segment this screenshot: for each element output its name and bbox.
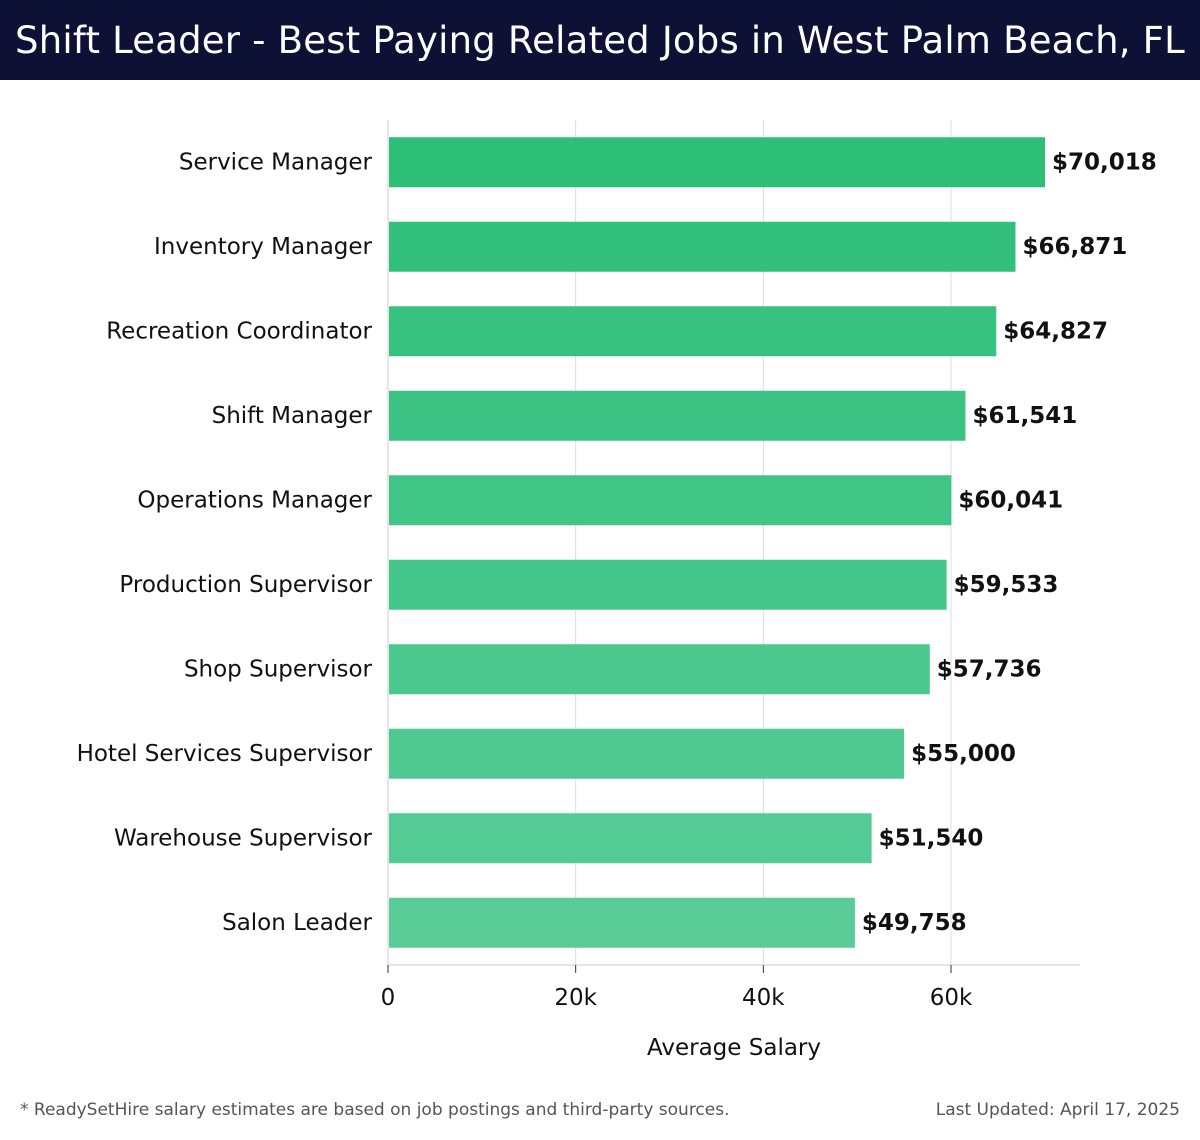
data-label: $55,000 (911, 741, 1016, 767)
category-label: Shop Supervisor (184, 656, 373, 682)
data-label: $49,758 (862, 910, 967, 936)
category-label: Hotel Services Supervisor (77, 741, 373, 767)
data-label: $57,736 (937, 656, 1042, 682)
category-label: Operations Manager (137, 487, 372, 513)
x-tick-label: 60k (930, 985, 973, 1011)
data-label: $51,540 (879, 825, 984, 851)
category-label: Shift Manager (212, 403, 373, 429)
category-label: Service Manager (179, 149, 373, 175)
bar (389, 390, 966, 441)
category-label: Recreation Coordinator (106, 318, 372, 344)
header-bar: Shift Leader - Best Paying Related Jobs … (0, 0, 1200, 80)
x-axis-title: Average Salary (647, 1035, 821, 1061)
bar (389, 813, 872, 864)
bar (389, 559, 947, 610)
data-label: $64,827 (1003, 318, 1108, 344)
category-label: Salon Leader (222, 910, 372, 936)
x-tick-label: 40k (742, 985, 785, 1011)
bar (389, 728, 905, 779)
bar (389, 306, 997, 357)
x-tick-label: 0 (381, 985, 396, 1011)
bar (389, 475, 952, 526)
category-label: Inventory Manager (154, 234, 373, 260)
x-tick-label: 20k (554, 985, 597, 1011)
bar (389, 897, 855, 948)
last-updated: Last Updated: April 17, 2025 (935, 1100, 1180, 1120)
page-title: Shift Leader - Best Paying Related Jobs … (15, 18, 1185, 62)
category-label: Production Supervisor (119, 572, 372, 598)
bar (389, 137, 1046, 188)
data-label: $70,018 (1052, 149, 1157, 175)
data-label: $61,541 (972, 403, 1077, 429)
data-label: $60,041 (958, 487, 1063, 513)
data-label: $59,533 (954, 572, 1059, 598)
footer-note: * ReadySetHire salary estimates are base… (20, 1100, 730, 1120)
bar (389, 644, 930, 695)
data-label: $66,871 (1022, 234, 1127, 260)
category-label: Warehouse Supervisor (114, 825, 373, 851)
bar (389, 221, 1016, 272)
